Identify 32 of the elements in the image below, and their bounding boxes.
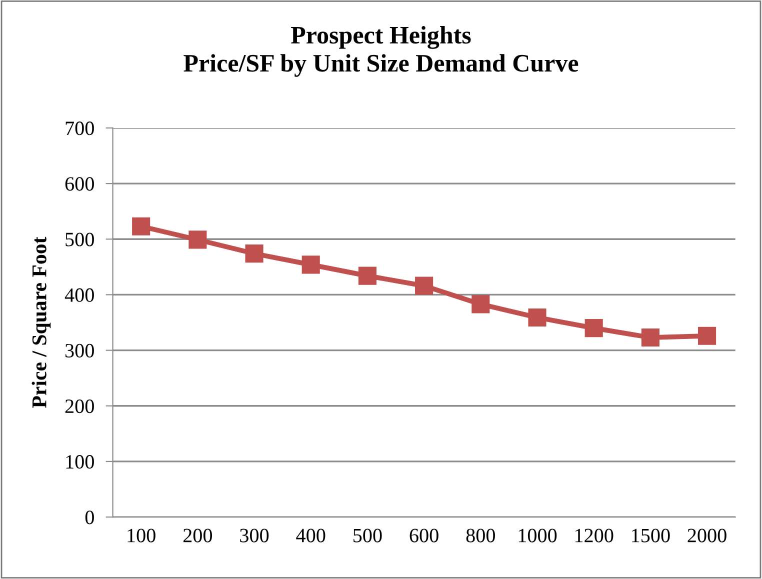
- point: [584, 319, 603, 338]
- y-tick-label: 200: [65, 399, 94, 414]
- point: [415, 276, 434, 295]
- x-tick-label: 600: [410, 528, 438, 542]
- x-tick-label: 800: [466, 528, 495, 542]
- point: [188, 230, 207, 249]
- x-tick-label: 1500: [632, 528, 670, 542]
- y-tick-label: 400: [64, 288, 94, 302]
- point: [698, 326, 716, 345]
- y-tick-label: 500: [66, 232, 94, 246]
- chart-title: Prospect Heights Price/SF by Unit Size Demand Curve: [184, 26, 578, 77]
- x-tick-label: 2000: [688, 528, 726, 542]
- point: [302, 256, 320, 274]
- x-tick-label: 300: [240, 528, 269, 542]
- x-tick-label: 100: [128, 528, 156, 542]
- y-tick-label: 600: [65, 177, 94, 191]
- y-tick-label: 300: [65, 344, 94, 358]
- y-axis-title: Price / Square Foot: [32, 236, 51, 408]
- x-tick-label: 200: [183, 528, 212, 542]
- point: [245, 244, 264, 263]
- x-tick-label: 500: [354, 528, 382, 542]
- y-tick-label: 700: [66, 122, 94, 136]
- x-tick-label: 400: [296, 528, 326, 542]
- point: [641, 328, 660, 347]
- point: [472, 295, 490, 314]
- x-tick-label: 1200: [575, 528, 614, 542]
- point: [132, 217, 150, 236]
- point: [528, 308, 546, 327]
- y-tick-label: 0: [85, 510, 94, 524]
- y-tick-label: 100: [66, 455, 94, 469]
- point: [358, 266, 376, 285]
- x-tick-label: 1000: [518, 528, 557, 542]
